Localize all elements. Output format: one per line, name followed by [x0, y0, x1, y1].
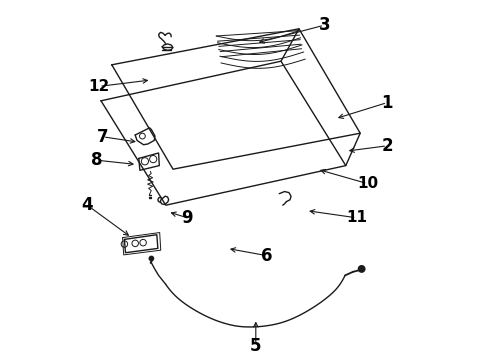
Circle shape: [358, 266, 365, 272]
Text: 3: 3: [318, 16, 330, 34]
Text: 7: 7: [97, 128, 109, 146]
Circle shape: [149, 256, 153, 261]
Text: 10: 10: [357, 176, 378, 191]
Text: 5: 5: [250, 337, 262, 355]
Text: 8: 8: [91, 151, 102, 169]
Text: 6: 6: [261, 247, 272, 265]
Text: 9: 9: [182, 209, 193, 227]
Text: 12: 12: [89, 79, 110, 94]
Text: 2: 2: [381, 137, 393, 155]
Text: 11: 11: [346, 210, 367, 225]
Text: 1: 1: [381, 94, 393, 112]
Text: 4: 4: [81, 196, 93, 214]
